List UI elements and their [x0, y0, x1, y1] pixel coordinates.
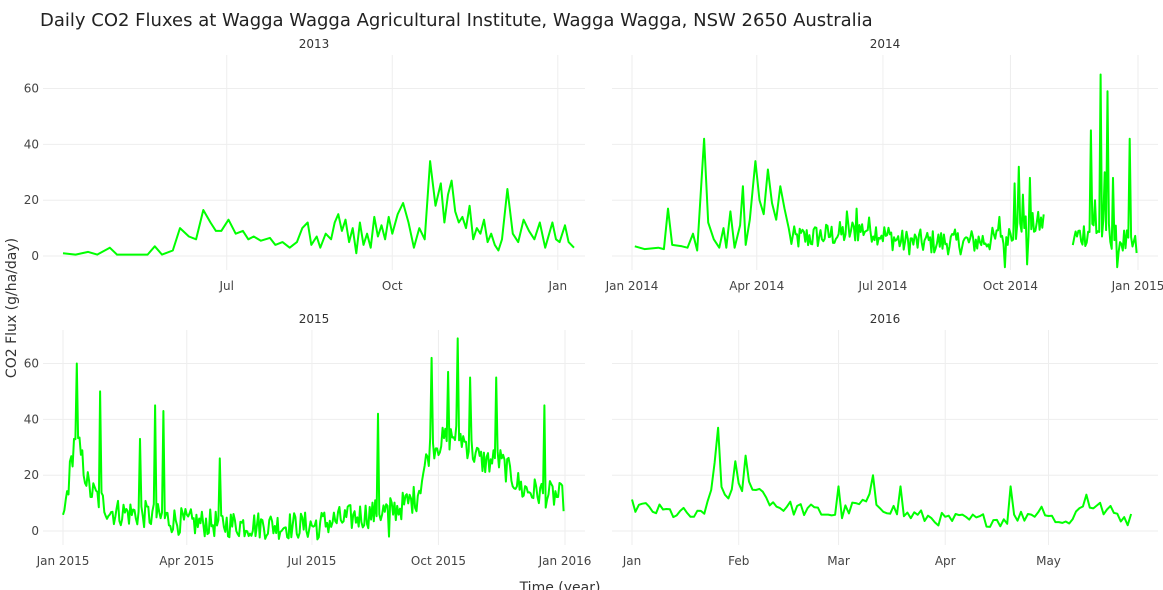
- x-tick-label: May: [1036, 554, 1061, 568]
- x-tick-label: Jan 2015: [36, 554, 90, 568]
- y-axis-title: CO2 Flux (g/ha/day): [4, 238, 20, 378]
- co2-flux-line: [62, 337, 565, 541]
- facet-panel-2016: 2016 Jan Feb Mar Apr May: [612, 312, 1158, 568]
- chart-title: Daily CO2 Fluxes at Wagga Wagga Agricult…: [40, 10, 873, 31]
- co2-flux-line: [634, 137, 1045, 269]
- x-tick-label: Jan: [622, 554, 642, 568]
- x-tick-label: Jul 2014: [857, 279, 907, 293]
- y-tick-label: 60: [24, 82, 39, 96]
- facet-label: 2016: [870, 312, 901, 326]
- x-tick-label: Jan 2016: [538, 554, 592, 568]
- x-tick-label: Jan 2015: [1111, 279, 1163, 293]
- x-tick-label: Apr 2014: [729, 279, 784, 293]
- y-tick-label: 0: [31, 524, 39, 538]
- facet-label: 2013: [299, 37, 330, 51]
- x-tick-label: Apr: [935, 554, 956, 568]
- y-tick-label: 60: [24, 357, 39, 371]
- facet-panel-2015: 2015 0 20 40 60 Jan 2015 Apr 2015 Jul 2015 Oct 2…: [24, 312, 592, 568]
- co2-flux-line: [62, 160, 575, 256]
- x-tick-label: Apr 2015: [159, 554, 214, 568]
- co2-flux-line: [1071, 73, 1138, 269]
- y-tick-label: 20: [24, 468, 39, 482]
- x-tick-label: Jan: [548, 279, 568, 293]
- y-tick-label: 40: [24, 137, 39, 151]
- facet-label: 2015: [299, 312, 330, 326]
- y-tick-label: 20: [24, 193, 39, 207]
- x-tick-label: Oct 2015: [411, 554, 466, 568]
- x-tick-label: Jul 2015: [287, 554, 337, 568]
- x-tick-label: Jul: [218, 279, 233, 293]
- facet-panel-2014: 2014 Jan 2014 Apr 2014 Jul 2014 Oct 2014 Jan …: [605, 37, 1163, 293]
- y-tick-label: 40: [24, 412, 39, 426]
- facet-label: 2014: [870, 37, 901, 51]
- co2-flux-line: [631, 426, 1133, 528]
- x-tick-label: Oct 2014: [983, 279, 1038, 293]
- x-tick-label: Mar: [827, 554, 850, 568]
- x-tick-label: Oct: [382, 279, 403, 293]
- x-tick-label: Jan 2014: [605, 279, 659, 293]
- x-axis-title: Time (year): [519, 580, 601, 590]
- y-tick-label: 0: [31, 249, 39, 263]
- x-tick-label: Feb: [728, 554, 749, 568]
- facet-panel-2013: 2013 0 20 40 60 Jul Oct Jan: [24, 37, 585, 293]
